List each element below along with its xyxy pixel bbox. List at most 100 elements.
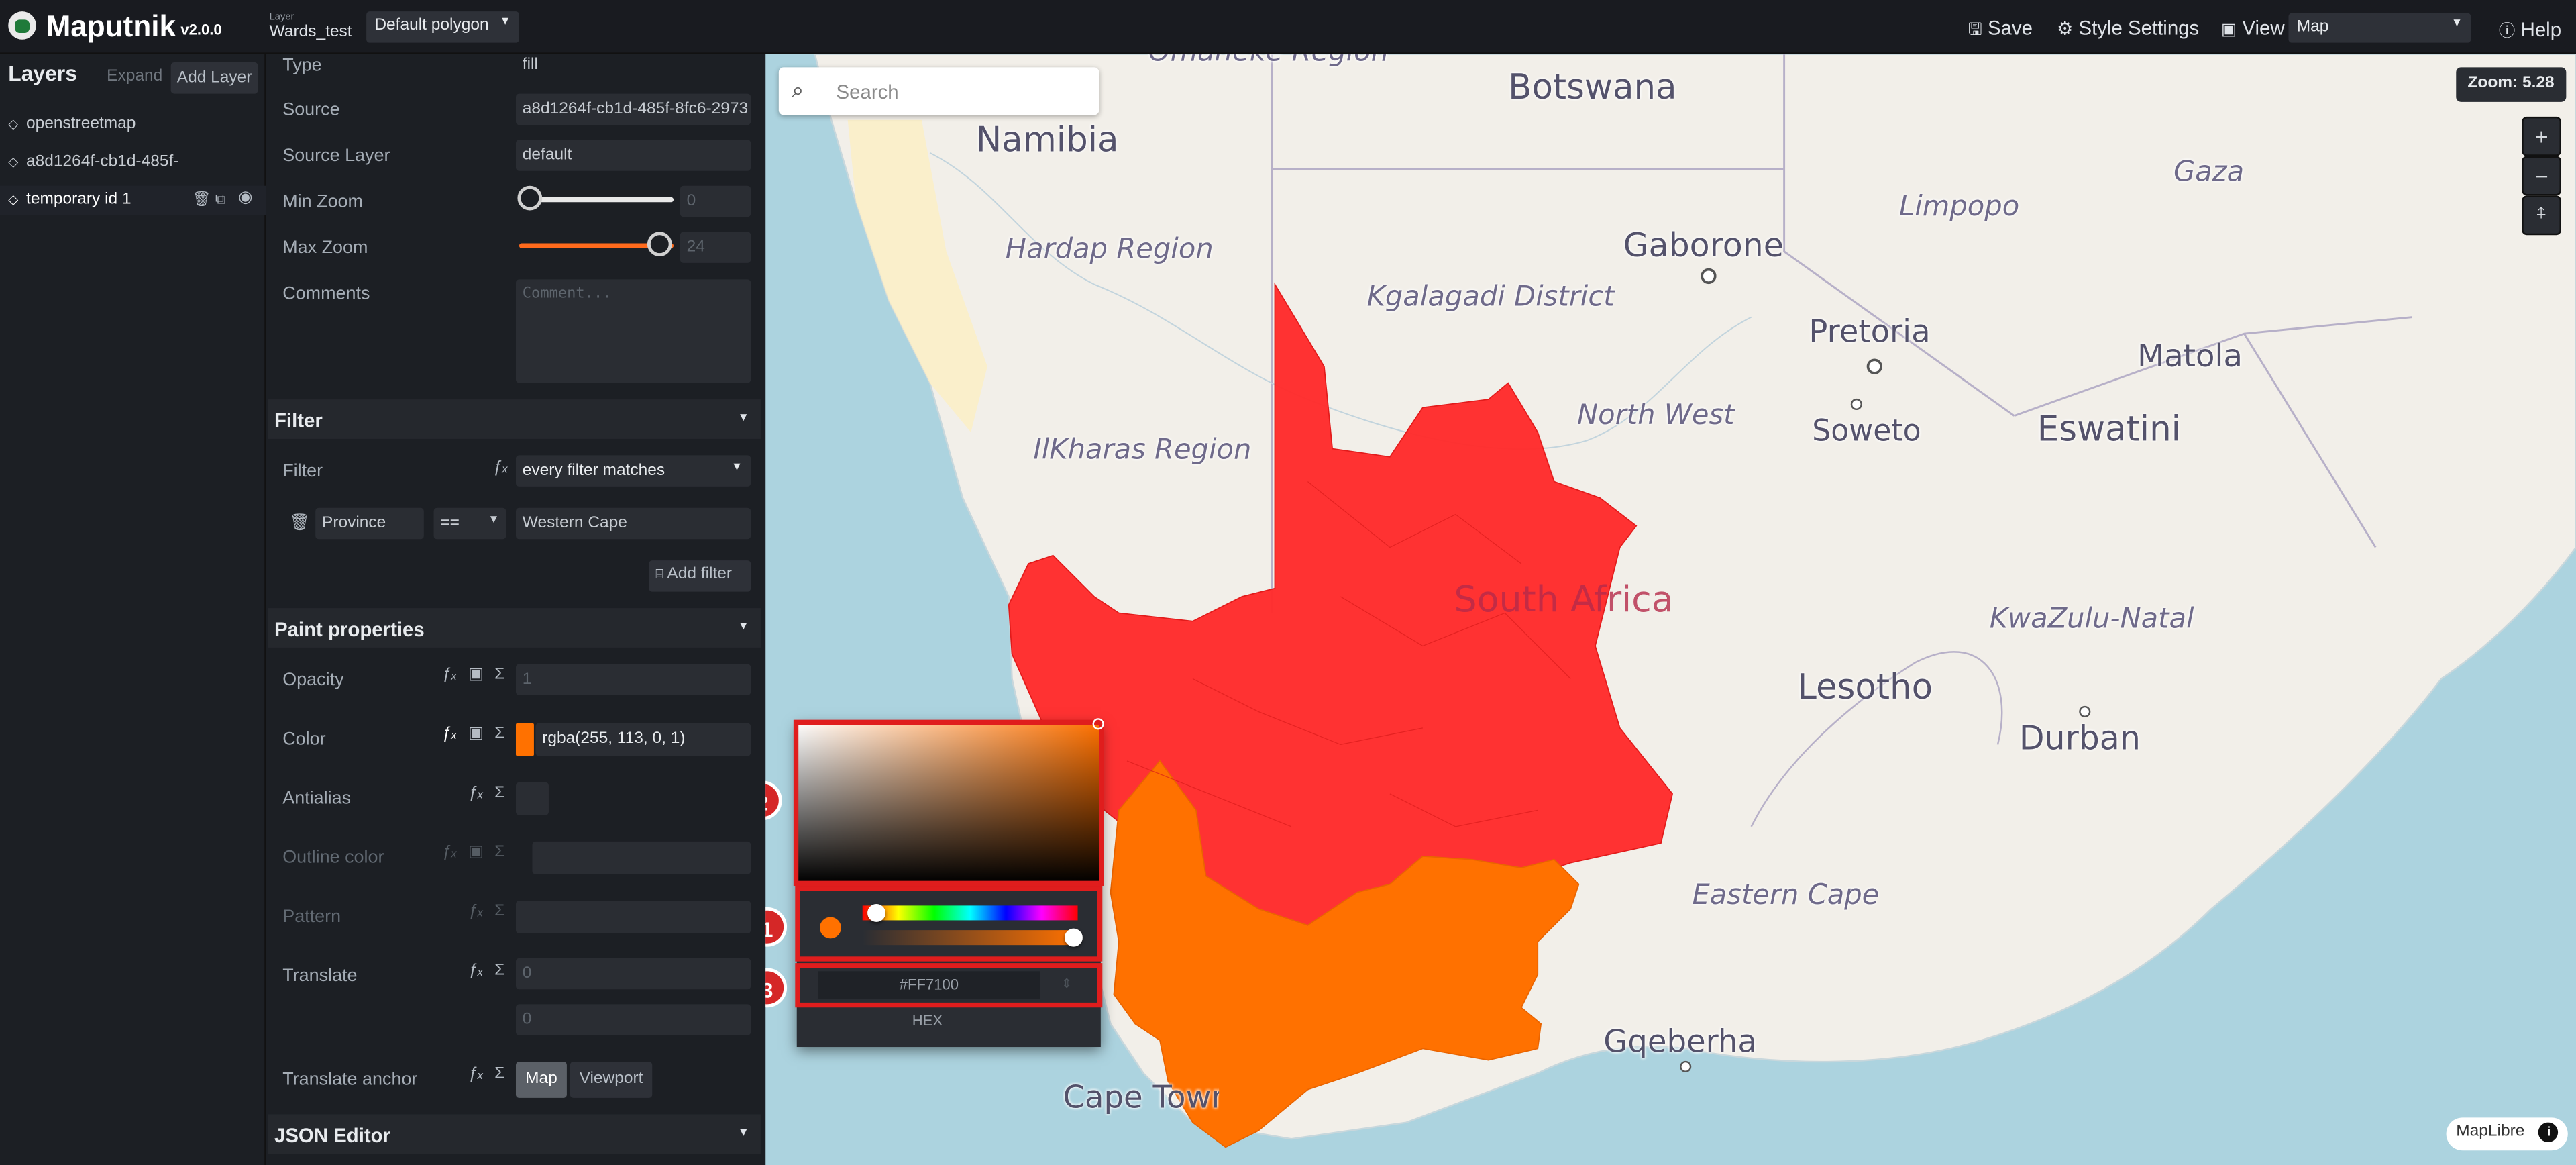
source-select[interactable]: a8d1264f-cb1d-485f-8fc6-2973 xyxy=(515,93,751,125)
expression-icon[interactable]: Σ xyxy=(494,784,505,803)
map-search-box[interactable]: ⌕ Search xyxy=(778,67,1099,115)
saturation-handle[interactable] xyxy=(1092,718,1104,730)
data-function-icon[interactable]: ▣ xyxy=(468,843,484,862)
color-label: Color xyxy=(282,729,326,750)
alpha-slider[interactable] xyxy=(862,928,1083,947)
expression-icon[interactable]: Σ xyxy=(494,961,505,980)
min-zoom-input[interactable]: 0 xyxy=(680,185,751,217)
data-function-icon[interactable]: ▣ xyxy=(468,725,484,743)
source-layer-input[interactable]: default xyxy=(515,140,751,171)
map-label: Gqeberha xyxy=(1603,1023,1757,1060)
pattern-input[interactable] xyxy=(515,901,751,934)
min-zoom-slider[interactable] xyxy=(517,185,674,211)
translate-x-input[interactable]: 0 xyxy=(515,958,751,990)
map-label: Soweto xyxy=(1812,414,1921,449)
comments-textarea[interactable]: Comment... xyxy=(515,279,751,383)
data-function-icon[interactable]: ▣ xyxy=(468,665,484,684)
eye-icon[interactable]: ◉ xyxy=(238,189,253,207)
slider-track xyxy=(519,197,674,203)
trash-icon[interactable]: 🗑 xyxy=(192,191,211,207)
layer-item-temporary[interactable]: ◇ temporary id 1 🗑 ⧉ ◉ xyxy=(0,185,266,215)
hue-handle[interactable] xyxy=(867,903,886,922)
add-filter-button[interactable]: ⌸ Add filter xyxy=(649,560,751,592)
expression-icon[interactable]: Σ xyxy=(494,725,505,743)
trash-icon[interactable]: 🗑 xyxy=(289,514,311,533)
anchor-map-button[interactable]: Map xyxy=(515,1062,567,1098)
filter-operator-select[interactable]: == ▼ xyxy=(433,507,506,540)
style-select-value: Default polygon xyxy=(374,16,489,35)
map-label: Matola xyxy=(2137,338,2243,375)
search-icon: ⌕ xyxy=(792,77,804,102)
expand-button[interactable]: Expand xyxy=(107,67,163,86)
chevron-down-icon: ▼ xyxy=(737,1127,749,1139)
map-label: Hardap Region xyxy=(1005,233,1214,266)
current-color-dot xyxy=(820,917,841,939)
map-label: Omaheke Region xyxy=(1148,54,1389,70)
max-zoom-label: Max Zoom xyxy=(282,238,368,258)
slider-handle[interactable] xyxy=(647,232,672,257)
layer-item-source[interactable]: ◇ a8d1264f-cb1d-485f- xyxy=(8,153,254,176)
search-input[interactable]: Search xyxy=(836,81,899,104)
color-swatch[interactable] xyxy=(515,723,534,756)
antialias-checkbox[interactable] xyxy=(515,782,549,815)
border-line xyxy=(1271,54,2412,613)
view-select-value: Map xyxy=(2296,17,2329,36)
color-input[interactable]: rgba(255, 113, 0, 1) xyxy=(535,723,751,756)
info-icon[interactable]: i xyxy=(2538,1122,2559,1143)
style-select[interactable]: Default polygon ▼ xyxy=(366,11,519,43)
help-icon: ⓘ xyxy=(2498,23,2516,42)
paint-section-header[interactable]: Paint properties ▼ xyxy=(268,608,761,648)
outline-color-input[interactable] xyxy=(532,841,751,874)
help-button[interactable]: ⓘ Help xyxy=(2499,16,2561,41)
copy-icon[interactable]: ⧉ xyxy=(215,191,226,207)
add-layer-button[interactable]: Add Layer xyxy=(170,62,258,94)
format-toggle-icon[interactable]: ⇕ xyxy=(1061,976,1073,991)
slider-handle[interactable] xyxy=(517,185,543,211)
layer-name: Wards_test xyxy=(269,23,352,42)
expression-icon[interactable]: Σ xyxy=(494,902,505,921)
function-icon[interactable]: ƒₓ xyxy=(468,902,484,921)
filter-section-header[interactable]: Filter ▼ xyxy=(268,399,761,439)
expression-icon[interactable]: Σ xyxy=(494,665,505,684)
expression-icon[interactable]: Σ xyxy=(494,1064,505,1083)
expression-icon[interactable]: Σ xyxy=(494,843,505,862)
json-editor-section-header[interactable]: JSON Editor ▼ xyxy=(268,1114,761,1154)
function-icon[interactable]: ƒₓ xyxy=(468,1064,484,1083)
map-label: Eswatini xyxy=(2037,409,2181,449)
map-view[interactable]: Omaheke Region Botswana Namibia Gaza Lim… xyxy=(765,54,2576,1165)
function-icon[interactable]: ƒₓ xyxy=(468,784,484,803)
function-icon[interactable]: ƒₓ xyxy=(468,961,484,980)
map-label: Eastern Cape xyxy=(1692,879,1880,913)
view-select[interactable]: Map ▼ xyxy=(2288,13,2471,43)
function-icon[interactable]: ƒₓ xyxy=(441,843,458,862)
map-canvas[interactable] xyxy=(765,54,2576,1165)
save-button[interactable]: 🖫 Save xyxy=(1968,16,2033,46)
filter-value-input[interactable]: Western Cape xyxy=(515,507,751,540)
hex-input[interactable]: #FF7100 xyxy=(818,971,1040,999)
anchor-viewport-button[interactable]: Viewport xyxy=(570,1062,653,1098)
saturation-area[interactable] xyxy=(793,718,1104,887)
filter-mode-select[interactable]: every filter matches ▼ xyxy=(515,455,751,487)
toolbar: Maputnik v2.0.0 Layer Wards_test Default… xyxy=(0,0,2576,54)
translate-y-input[interactable]: 0 xyxy=(515,1004,751,1035)
zoom-in-button[interactable]: + xyxy=(2522,116,2561,156)
ward-lines xyxy=(1126,481,1571,827)
function-icon[interactable]: ƒₓ xyxy=(441,725,458,743)
hue-slider[interactable] xyxy=(862,903,1078,922)
filter-field-input[interactable]: Province xyxy=(315,507,424,540)
attribution[interactable]: MapLibre i xyxy=(2446,1117,2569,1151)
layer-item-openstreetmap[interactable]: ◇ openstreetmap xyxy=(8,115,254,138)
compass-icon[interactable]: ⍏ xyxy=(2522,195,2561,236)
zoom-out-button[interactable]: − xyxy=(2522,156,2561,196)
function-icon[interactable]: ƒₓ xyxy=(441,665,458,684)
city-dot xyxy=(2079,705,2091,717)
alpha-handle[interactable] xyxy=(1064,928,1083,947)
style-settings-button[interactable]: ⚙ Style Settings xyxy=(2057,16,2199,39)
opacity-input[interactable]: 1 xyxy=(515,664,751,695)
map-label: North West xyxy=(1577,399,1735,433)
opacity-label: Opacity xyxy=(282,670,344,691)
antialias-label: Antialias xyxy=(282,789,352,809)
max-zoom-input[interactable]: 24 xyxy=(680,232,751,263)
function-icon[interactable]: ƒₓ xyxy=(492,458,508,477)
max-zoom-slider[interactable] xyxy=(519,232,674,257)
